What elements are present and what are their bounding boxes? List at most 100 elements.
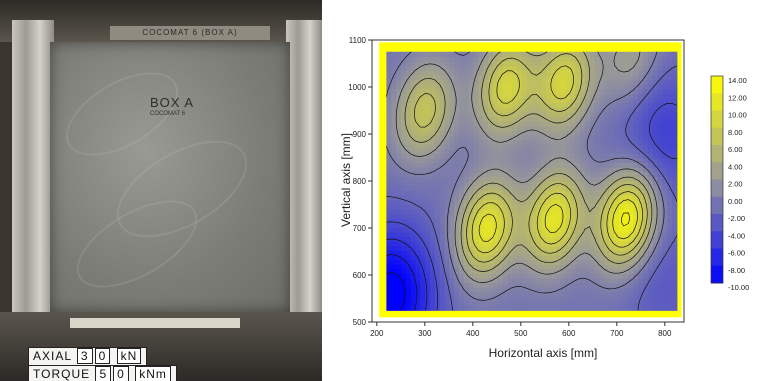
contour-cell bbox=[628, 213, 634, 219]
contour-cell bbox=[410, 296, 417, 302]
contour-cell bbox=[531, 199, 538, 205]
contour-cell bbox=[483, 245, 489, 251]
contour-cell bbox=[546, 287, 552, 293]
contour-cell bbox=[599, 273, 605, 279]
contour-cell bbox=[589, 79, 596, 85]
contour-cell bbox=[580, 273, 586, 279]
contour-cell bbox=[541, 208, 547, 214]
contour-cell bbox=[434, 70, 441, 76]
contour-cell bbox=[657, 250, 663, 256]
contour-cell bbox=[580, 282, 586, 288]
contour-cell bbox=[541, 139, 547, 145]
contour-cell bbox=[657, 144, 663, 150]
contour-cell bbox=[444, 157, 450, 164]
contour-cell bbox=[512, 102, 518, 108]
contour-cell bbox=[546, 171, 552, 177]
contour-cell bbox=[589, 250, 596, 256]
contour-cell bbox=[468, 305, 475, 311]
contour-cell bbox=[613, 241, 620, 247]
contour-field bbox=[386, 51, 678, 311]
contour-cell bbox=[483, 277, 489, 284]
contour-cell bbox=[507, 74, 513, 81]
contour-cell bbox=[584, 185, 591, 191]
contour-cell bbox=[439, 60, 446, 67]
contour-cell bbox=[594, 268, 600, 274]
contour-cell bbox=[439, 296, 446, 302]
contour-cell bbox=[449, 120, 455, 127]
contour-cell bbox=[628, 107, 634, 113]
contour-cell bbox=[497, 111, 504, 117]
contour-cell bbox=[623, 65, 629, 71]
contour-cell bbox=[478, 291, 484, 298]
contour-cell bbox=[526, 268, 533, 274]
contour-cell bbox=[444, 116, 450, 122]
contour-cell bbox=[657, 208, 663, 214]
contour-cell bbox=[580, 139, 586, 145]
contour-cell bbox=[415, 254, 421, 261]
contour-cell bbox=[425, 227, 431, 233]
contour-cell bbox=[386, 162, 392, 168]
contour-cell bbox=[478, 111, 484, 117]
contour-cell bbox=[570, 245, 576, 251]
contour-cell bbox=[497, 88, 504, 94]
contour-cell bbox=[439, 254, 446, 261]
contour-cell bbox=[415, 93, 421, 99]
contour-cell bbox=[671, 208, 678, 214]
contour-cell bbox=[647, 56, 654, 62]
contour-cell bbox=[570, 199, 576, 205]
contour-cell bbox=[536, 107, 542, 113]
contour-cell bbox=[410, 176, 417, 182]
contour-cell bbox=[429, 60, 436, 67]
contour-cell bbox=[444, 51, 450, 57]
contour-cell bbox=[531, 213, 538, 219]
contour-cell bbox=[415, 167, 421, 173]
contour-cell bbox=[594, 245, 600, 251]
contour-cell bbox=[652, 56, 659, 62]
contour-cell bbox=[396, 116, 402, 122]
contour-cell bbox=[570, 305, 576, 311]
contour-cell bbox=[671, 277, 678, 284]
contour-cell bbox=[429, 282, 436, 288]
contour-cell bbox=[550, 245, 557, 251]
contour-cell bbox=[618, 254, 625, 261]
contour-cell bbox=[415, 51, 421, 57]
contour-cell bbox=[647, 231, 654, 237]
contour-cell bbox=[449, 97, 455, 104]
contour-cell bbox=[594, 60, 600, 67]
contour-cell bbox=[628, 125, 634, 131]
contour-cell bbox=[488, 301, 494, 307]
contour-cell bbox=[647, 148, 654, 154]
contour-cell bbox=[667, 79, 673, 85]
contour-cell bbox=[652, 88, 659, 94]
contour-cell bbox=[570, 153, 576, 159]
contour-cell bbox=[662, 204, 668, 210]
contour-cell bbox=[599, 204, 605, 210]
contour-cell bbox=[497, 185, 504, 191]
colorbar-band bbox=[711, 76, 723, 94]
contour-cell bbox=[473, 245, 479, 251]
contour-cell bbox=[642, 88, 649, 94]
contour-cell bbox=[444, 190, 450, 196]
contour-cell bbox=[570, 268, 576, 274]
contour-cell bbox=[459, 208, 465, 214]
contour-cell bbox=[550, 148, 557, 154]
contour-cell bbox=[662, 79, 668, 85]
contour-cell bbox=[652, 107, 659, 113]
contour-cell bbox=[517, 213, 523, 219]
contour-cell bbox=[565, 84, 571, 90]
contour-cell bbox=[449, 51, 455, 57]
contour-cell bbox=[439, 273, 446, 279]
contour-cell bbox=[604, 65, 610, 71]
contour-cell bbox=[584, 74, 591, 81]
contour-cell bbox=[502, 60, 508, 67]
contour-cell bbox=[405, 176, 412, 182]
contour-cell bbox=[526, 181, 533, 187]
contour-cell bbox=[497, 287, 504, 293]
contour-cell bbox=[618, 107, 625, 113]
contour-cell bbox=[492, 148, 499, 154]
contour-cell bbox=[662, 282, 668, 288]
contour-cell bbox=[594, 208, 600, 214]
contour-cell bbox=[444, 148, 450, 154]
contour-cell bbox=[526, 190, 533, 196]
contour-cell bbox=[497, 245, 504, 251]
